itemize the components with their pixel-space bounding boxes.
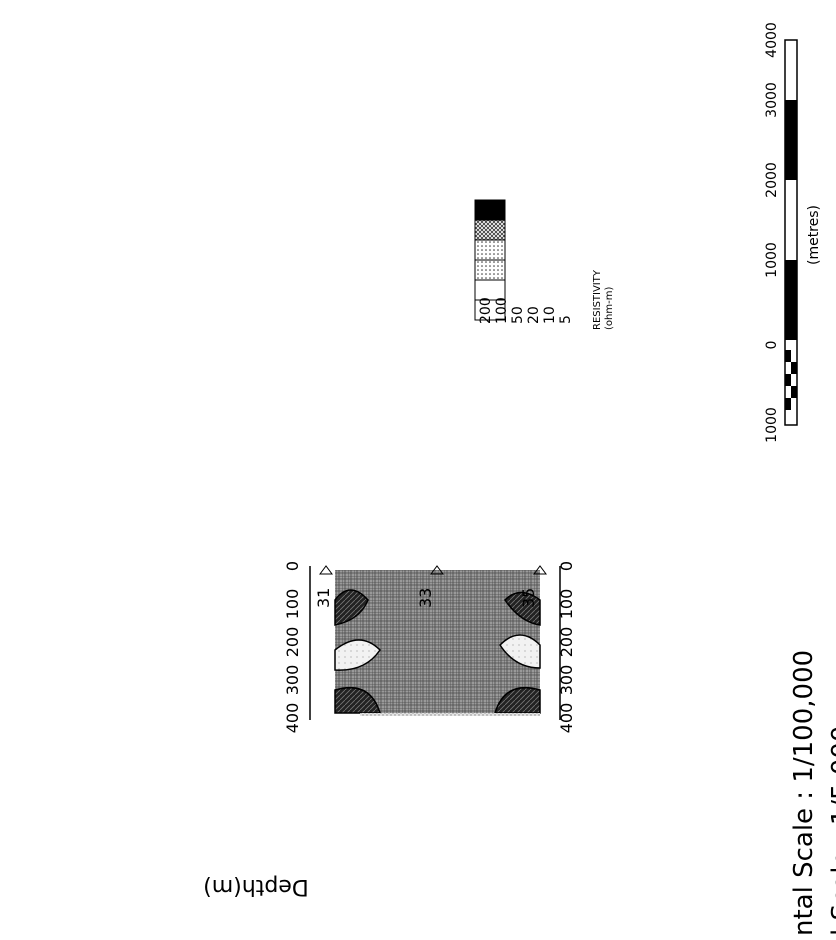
section-zone-light xyxy=(334,639,381,671)
legend-value: 100 xyxy=(494,297,510,324)
legend-subtitle: (ohm-m) xyxy=(604,287,615,330)
legend-swatch-10 xyxy=(474,279,506,301)
depth-axis-label: Depth(m) xyxy=(203,874,309,899)
legend-swatch-20 xyxy=(474,259,506,281)
station-label: 35 xyxy=(519,588,538,608)
legend-value: 200 xyxy=(478,297,494,324)
vertical-scale-note: l Scale : 1/5,000 xyxy=(827,726,836,936)
scale-unit-label: (metres) xyxy=(806,205,822,265)
depth-axis-left: 0 100 200 300 400 xyxy=(557,561,576,733)
legend-value: 50 xyxy=(510,306,526,324)
section-zone-dark xyxy=(334,686,382,714)
station-markers: 31 33 35 xyxy=(314,565,547,608)
station-marker-icon xyxy=(319,565,333,575)
resistivity-section xyxy=(334,570,541,716)
legend-value: 10 xyxy=(542,306,558,324)
station-label: 33 xyxy=(416,588,435,608)
depth-tick-label: 200 xyxy=(283,627,302,658)
legend-swatch-5 xyxy=(474,299,506,321)
horizontal-scale-note: ntal Scale : 1/100,000 xyxy=(789,650,819,936)
legend-swatch-100 xyxy=(474,219,506,241)
depth-tick-label: 200 xyxy=(557,627,576,658)
section-zone-stipple xyxy=(360,713,540,716)
section-zone-dark xyxy=(334,589,369,626)
scale-tick-label: 4000 xyxy=(764,22,780,58)
legend-value: 20 xyxy=(526,306,542,324)
legend-title: RESISTIVITY xyxy=(592,269,603,330)
legend-swatch-200 xyxy=(474,199,506,221)
legend-swatch-50 xyxy=(474,239,506,261)
distance-scale-bar: 1000 0 1000 2000 3000 4000 (metres) xyxy=(764,22,822,443)
scale-tick-label: 1000 xyxy=(764,242,780,278)
depth-tick-label: 0 xyxy=(283,561,302,571)
station-label: 31 xyxy=(314,588,333,608)
depth-tick-label: 400 xyxy=(283,703,302,734)
depth-tick-label: 0 xyxy=(557,561,576,571)
section-zone-light xyxy=(499,634,541,669)
depth-axis-right: 0 100 200 300 400 xyxy=(283,561,311,734)
scale-tick-label: 2000 xyxy=(764,162,780,198)
scale-tick-label: 3000 xyxy=(764,82,780,118)
depth-tick-label: 300 xyxy=(283,665,302,696)
depth-tick-label: 300 xyxy=(557,665,576,696)
section-zone-dark xyxy=(493,686,541,714)
depth-tick-label: 400 xyxy=(557,703,576,734)
section-zone-dark xyxy=(504,591,541,626)
station-marker-icon xyxy=(533,565,547,575)
legend-value: 5 xyxy=(558,315,574,324)
resistivity-legend: 200 100 50 20 10 5 RESISTIVITY (ohm-m) xyxy=(474,199,615,330)
scale-tick-label: 0 xyxy=(764,341,780,350)
depth-tick-label: 100 xyxy=(557,589,576,620)
scale-tick-label: 1000 xyxy=(764,407,780,443)
depth-tick-label: 100 xyxy=(283,589,302,620)
station-marker-icon xyxy=(430,565,444,575)
